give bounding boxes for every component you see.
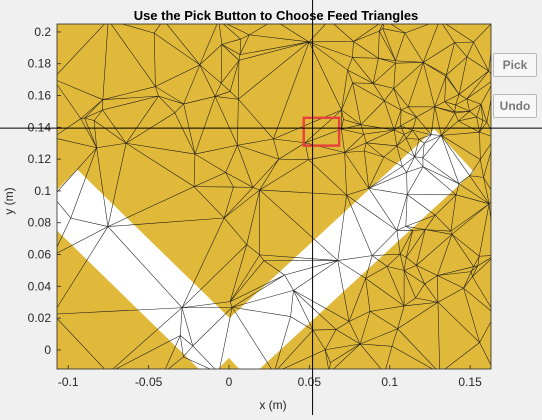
x-axis-label: x (m) [259,398,286,412]
y-tick-label: 0.1 [34,184,51,198]
y-tick-label: 0.08 [28,216,52,230]
x-tick-label: -0.1 [58,375,79,389]
x-tick-label: -0.05 [135,375,163,389]
y-axis-ticks: 0 0.02 0.04 0.06 0.08 0.1 0.12 0.14 0.16 0.18 0.2 [28,25,61,357]
y-tick-label: 0.12 [28,152,52,166]
y-tick-label: 0.02 [28,311,52,325]
y-tick-label: 0 [44,343,51,357]
plot-title: Use the Pick Button to Choose Feed Trian… [134,8,419,23]
x-tick-label: 0.1 [381,375,398,389]
y-tick-label: 0.18 [28,57,52,71]
x-tick-label: 0.05 [298,375,322,389]
x-tick-label: 0.15 [458,375,482,389]
y-tick-label: 0.14 [28,120,52,134]
y-tick-label: 0.06 [28,248,52,262]
pick-button[interactable]: Pick [493,53,537,77]
y-axis-label: y (m) [2,187,16,214]
y-tick-label: 0.04 [28,279,52,293]
undo-button[interactable]: Undo [493,94,537,118]
x-tick-label: 0 [226,375,233,389]
y-tick-label: 0.2 [34,25,51,39]
y-tick-label: 0.16 [28,89,52,103]
